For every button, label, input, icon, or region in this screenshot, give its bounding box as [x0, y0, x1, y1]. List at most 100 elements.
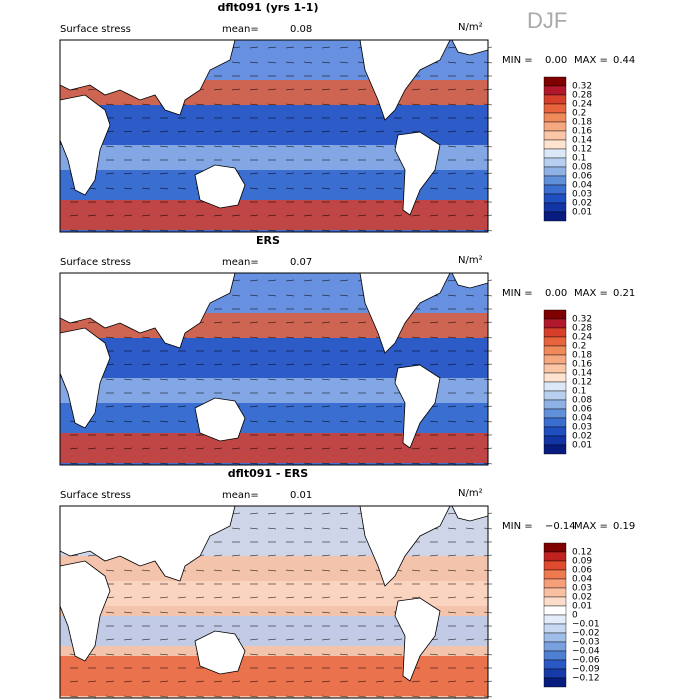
wind-arrow	[177, 611, 187, 614]
wind-arrow	[249, 46, 259, 49]
wind-arrow	[465, 61, 475, 64]
wind-arrow	[249, 405, 259, 408]
wind-arrow	[321, 680, 331, 683]
wind-arrow	[141, 653, 151, 656]
colorbar-label: −0.02	[572, 629, 600, 639]
wind-arrow	[303, 420, 313, 423]
wind-arrow	[87, 447, 97, 450]
wind-arrow	[303, 103, 313, 106]
wind-arrow	[105, 214, 115, 217]
wind-arrow	[357, 363, 367, 366]
wind-arrow	[195, 103, 205, 106]
subtitle: Surface stress	[60, 490, 131, 501]
colorbar-label: 0.06	[572, 566, 592, 576]
wind-arrow	[159, 611, 169, 614]
wind-arrow	[357, 103, 367, 106]
wind-arrow	[87, 229, 97, 232]
wind-arrow	[231, 363, 241, 366]
wind-arrow	[303, 680, 313, 683]
wind-arrow	[303, 172, 313, 175]
wind-arrow	[105, 611, 115, 614]
min-label: MIN =	[502, 288, 533, 299]
wind-arrow	[249, 363, 259, 366]
wind-arrow	[159, 405, 169, 408]
wind-arrow	[159, 638, 169, 641]
wind-arrow	[411, 447, 421, 450]
wind-arrow	[123, 336, 133, 339]
wind-arrow	[123, 596, 133, 599]
wind-arrow	[249, 279, 259, 282]
wind-arrow	[321, 187, 331, 190]
wind-arrow	[465, 680, 475, 683]
wind-arrow	[105, 420, 115, 423]
wind-arrow	[339, 569, 349, 572]
wind-arrow	[213, 363, 223, 366]
wind-arrow	[465, 363, 475, 366]
wind-arrow	[357, 420, 367, 423]
wind-arrow	[303, 447, 313, 450]
wind-arrow	[285, 294, 295, 297]
wind-arrow	[69, 214, 79, 217]
wind-arrow	[159, 680, 169, 683]
wind-arrow	[429, 88, 439, 91]
wind-arrow	[321, 653, 331, 656]
wind-arrow	[339, 103, 349, 106]
wind-arrow	[465, 294, 475, 297]
wind-arrow	[321, 695, 331, 698]
wind-arrow	[285, 88, 295, 91]
wind-arrow	[213, 321, 223, 324]
wind-arrow	[411, 569, 421, 572]
wind-arrow	[249, 321, 259, 324]
wind-arrow	[321, 279, 331, 282]
wind-arrow	[213, 336, 223, 339]
wind-arrow	[195, 229, 205, 232]
wind-arrow	[249, 172, 259, 175]
wind-arrow	[141, 214, 151, 217]
colorbar-swatch	[543, 426, 567, 437]
colorbar-label: 0.02	[572, 593, 592, 603]
wind-arrow	[465, 653, 475, 656]
wind-arrow	[159, 653, 169, 656]
wind-arrow	[267, 569, 277, 572]
wind-arrow	[69, 695, 79, 698]
wind-arrow	[321, 294, 331, 297]
wind-arrow	[339, 527, 349, 530]
wind-arrow	[447, 653, 457, 656]
wind-arrow	[285, 130, 295, 133]
wind-arrow	[321, 363, 331, 366]
wind-arrow	[357, 187, 367, 190]
wind-arrow	[375, 462, 385, 465]
wind-arrow	[249, 130, 259, 133]
colorbar-swatch	[543, 399, 567, 410]
wind-arrow	[123, 447, 133, 450]
wind-arrow	[177, 638, 187, 641]
wind-arrow	[141, 378, 151, 381]
wind-arrow	[375, 653, 385, 656]
wind-arrow	[105, 569, 115, 572]
colorbar-swatch	[543, 157, 567, 168]
colorbar-label: 0.04	[572, 575, 592, 585]
wind-arrow	[321, 145, 331, 148]
wind-arrow	[249, 61, 259, 64]
wind-arrow	[285, 214, 295, 217]
min-value: 0.00	[545, 288, 567, 299]
colorbar-label: 0.02	[572, 432, 592, 442]
colorbar-label: 0.24	[572, 100, 592, 110]
wind-arrow	[141, 680, 151, 683]
wind-arrow	[285, 554, 295, 557]
wind-arrow	[429, 680, 439, 683]
wind-arrow	[303, 527, 313, 530]
wind-arrow	[303, 61, 313, 64]
colorbar-swatch	[543, 130, 567, 141]
wind-arrow	[285, 378, 295, 381]
wind-arrow	[339, 130, 349, 133]
units: N/m²	[458, 488, 483, 499]
wind-arrow	[195, 596, 205, 599]
max-label: MAX =	[574, 521, 608, 532]
wind-arrow	[123, 378, 133, 381]
wind-arrow	[249, 512, 259, 515]
wind-arrow	[447, 229, 457, 232]
wind-arrow	[123, 405, 133, 408]
wind-arrow	[123, 187, 133, 190]
wind-arrow	[303, 46, 313, 49]
